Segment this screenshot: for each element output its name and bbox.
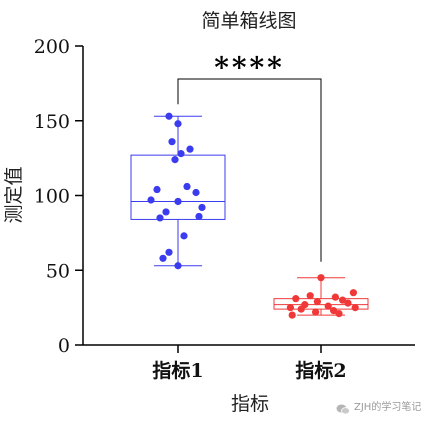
data-point bbox=[286, 304, 294, 312]
data-point bbox=[335, 310, 343, 318]
data-point bbox=[324, 302, 332, 310]
data-point bbox=[171, 156, 179, 164]
data-point bbox=[153, 185, 161, 194]
data-point bbox=[344, 299, 352, 307]
x-tick-label: 指标2 bbox=[295, 360, 346, 382]
data-point bbox=[186, 145, 194, 153]
data-point bbox=[297, 305, 305, 313]
data-point bbox=[349, 289, 357, 297]
chart-title: 简单箱线图 bbox=[201, 10, 296, 32]
data-point bbox=[313, 298, 321, 306]
data-point bbox=[195, 212, 203, 221]
data-point bbox=[312, 308, 320, 316]
significance-label: **** bbox=[214, 51, 285, 84]
data-point bbox=[183, 182, 191, 191]
data-point bbox=[159, 254, 167, 262]
bracket-line bbox=[177, 78, 322, 262]
data-point bbox=[174, 197, 182, 206]
x-tick-label: 指标1 bbox=[152, 360, 203, 382]
box bbox=[273, 298, 369, 310]
y-tick-label: 200 bbox=[34, 36, 70, 58]
data-point bbox=[156, 214, 164, 222]
data-point bbox=[174, 262, 182, 270]
data-point bbox=[288, 311, 296, 319]
data-point bbox=[147, 196, 155, 204]
y-tick-label: 0 bbox=[58, 335, 70, 357]
watermark: ZJH的学习笔记 bbox=[336, 396, 421, 414]
data-point bbox=[177, 150, 185, 158]
data-point bbox=[174, 120, 182, 128]
data-point bbox=[339, 296, 347, 304]
y-axis-label: 测定值 bbox=[3, 166, 25, 223]
data-point bbox=[306, 292, 314, 300]
data-point bbox=[165, 112, 173, 120]
y-tick-label: 50 bbox=[46, 260, 70, 282]
box-group bbox=[130, 115, 369, 316]
data-point bbox=[180, 232, 188, 240]
x-axis-label: 指标 bbox=[231, 393, 269, 415]
data-point bbox=[330, 307, 338, 315]
data-point bbox=[168, 138, 176, 146]
significance-bracket: **** bbox=[177, 51, 322, 262]
data-point bbox=[292, 295, 300, 303]
data-point bbox=[351, 304, 359, 312]
data-point bbox=[331, 293, 339, 301]
y-tick-label: 100 bbox=[34, 186, 70, 208]
data-point bbox=[198, 203, 206, 212]
data-point bbox=[162, 208, 170, 216]
wechat-icon bbox=[336, 400, 350, 414]
data-point bbox=[192, 188, 200, 197]
data-point bbox=[317, 274, 325, 282]
axes: 0 50 100 150 200 指标1 指标2 bbox=[34, 36, 415, 382]
y-tick-label: 150 bbox=[34, 111, 70, 133]
data-point bbox=[165, 248, 173, 256]
watermark-text: ZJH的学习笔记 bbox=[354, 401, 422, 413]
data-points bbox=[147, 112, 359, 319]
box bbox=[130, 154, 226, 220]
